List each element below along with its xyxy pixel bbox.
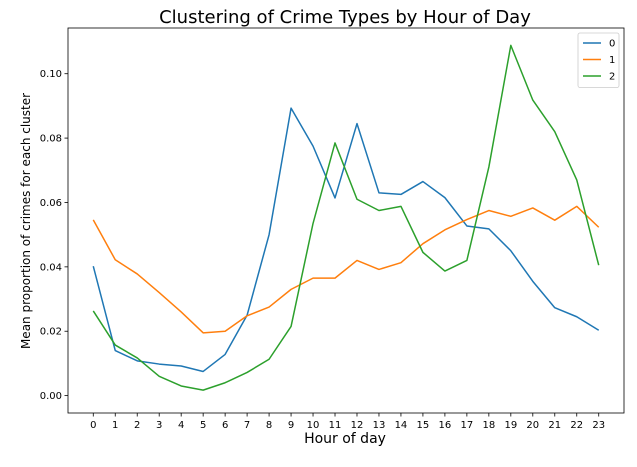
x-tick-label: 18 xyxy=(482,420,495,431)
plot-area: 0 1 2 3 4 5 6 7 8 9 10 11 12 13 14 15 16 17 18 19 20 21 22 230.… xyxy=(40,44,605,431)
x-tick-label: 20 xyxy=(526,420,539,431)
x-tick-label: 0 xyxy=(90,420,96,431)
x-tick-label: 19 xyxy=(504,420,517,431)
y-tick-label: 0.10 xyxy=(40,69,62,80)
x-tick-label: 11 xyxy=(329,420,342,431)
legend-label: 1 xyxy=(609,55,615,66)
x-tick-label: 13 xyxy=(373,420,386,431)
x-tick-label: 8 xyxy=(266,420,272,431)
chart-title: Clustering of Crime Types by Hour of Day xyxy=(159,7,531,28)
x-tick-label: 14 xyxy=(395,420,408,431)
x-tick-label: 5 xyxy=(200,420,206,431)
x-tick-label: 6 xyxy=(222,420,228,431)
x-axis-label: Hour of day xyxy=(304,431,386,447)
x-tick-label: 17 xyxy=(461,420,474,431)
x-tick-label: 2 xyxy=(134,420,140,431)
x-tick-label: 3 xyxy=(156,420,162,431)
y-tick-label: 0.02 xyxy=(40,327,62,338)
y-tick-label: 0.06 xyxy=(40,198,62,209)
x-tick-label: 21 xyxy=(548,420,561,431)
y-tick-label: 0.08 xyxy=(40,134,62,145)
x-tick-label: 22 xyxy=(570,420,583,431)
x-tick-label: 15 xyxy=(417,420,430,431)
x-tick-label: 23 xyxy=(592,420,605,431)
y-axis-label: Mean proportion of crimes for each clust… xyxy=(19,93,33,349)
x-tick-label: 9 xyxy=(288,420,294,431)
x-tick-label: 10 xyxy=(307,420,320,431)
series-line-2 xyxy=(92,44,600,391)
series-line-0 xyxy=(92,107,600,373)
x-tick-label: 7 xyxy=(244,420,250,431)
legend-label: 2 xyxy=(609,72,615,83)
series-line-1 xyxy=(92,205,600,334)
legend-label: 0 xyxy=(609,39,615,50)
y-tick-label: 0.04 xyxy=(40,262,62,273)
x-tick-label: 16 xyxy=(439,420,452,431)
x-tick-label: 4 xyxy=(178,420,184,431)
y-tick-label: 0.00 xyxy=(40,391,62,402)
legend: 0 1 2 xyxy=(577,32,620,88)
plot-frame xyxy=(67,27,625,414)
x-tick-label: 12 xyxy=(351,420,364,431)
x-tick-label: 1 xyxy=(112,420,118,431)
